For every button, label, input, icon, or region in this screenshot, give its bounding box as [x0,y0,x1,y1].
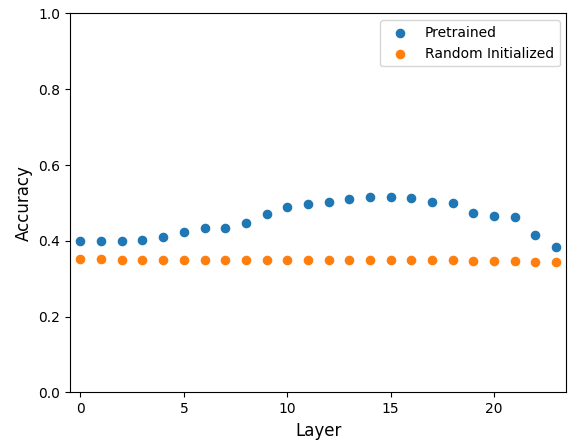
Pretrained [303,200,312,207]
Pretrained [200,225,209,232]
Random Initialized [138,256,147,263]
Pretrained [427,198,437,206]
Random Initialized [386,256,395,263]
Random Initialized [531,258,540,265]
Random Initialized [510,257,519,264]
Pretrained [179,229,189,236]
Pretrained [138,237,147,244]
Pretrained [76,237,85,244]
Random Initialized [158,256,168,263]
Random Initialized [489,257,499,264]
X-axis label: Layer: Layer [295,422,342,440]
Random Initialized [324,256,333,263]
Pretrained [96,237,106,244]
Random Initialized [262,256,271,263]
Pretrained [241,219,251,227]
Random Initialized [448,256,457,263]
Random Initialized [345,256,354,263]
Pretrained [386,194,395,201]
Pretrained [324,198,333,206]
Y-axis label: Accuracy: Accuracy [15,165,33,241]
Random Initialized [303,256,312,263]
Random Initialized [406,256,416,263]
Random Initialized [469,257,478,264]
Pretrained [469,210,478,217]
Pretrained [283,203,292,211]
Random Initialized [76,256,85,263]
Random Initialized [366,256,375,263]
Random Initialized [241,256,251,263]
Pretrained [531,231,540,239]
Legend: Pretrained, Random Initialized: Pretrained, Random Initialized [380,21,559,66]
Pretrained [551,243,561,250]
Random Initialized [117,256,127,263]
Pretrained [221,224,230,231]
Pretrained [510,214,519,221]
Random Initialized [221,256,230,263]
Pretrained [366,194,375,201]
Random Initialized [427,256,437,263]
Pretrained [406,195,416,202]
Pretrained [345,195,354,202]
Pretrained [262,211,271,218]
Random Initialized [179,256,189,263]
Random Initialized [200,256,209,263]
Pretrained [158,234,168,241]
Pretrained [448,199,457,206]
Random Initialized [283,256,292,263]
Random Initialized [551,259,561,266]
Pretrained [117,237,127,244]
Pretrained [489,213,499,220]
Random Initialized [96,256,106,263]
